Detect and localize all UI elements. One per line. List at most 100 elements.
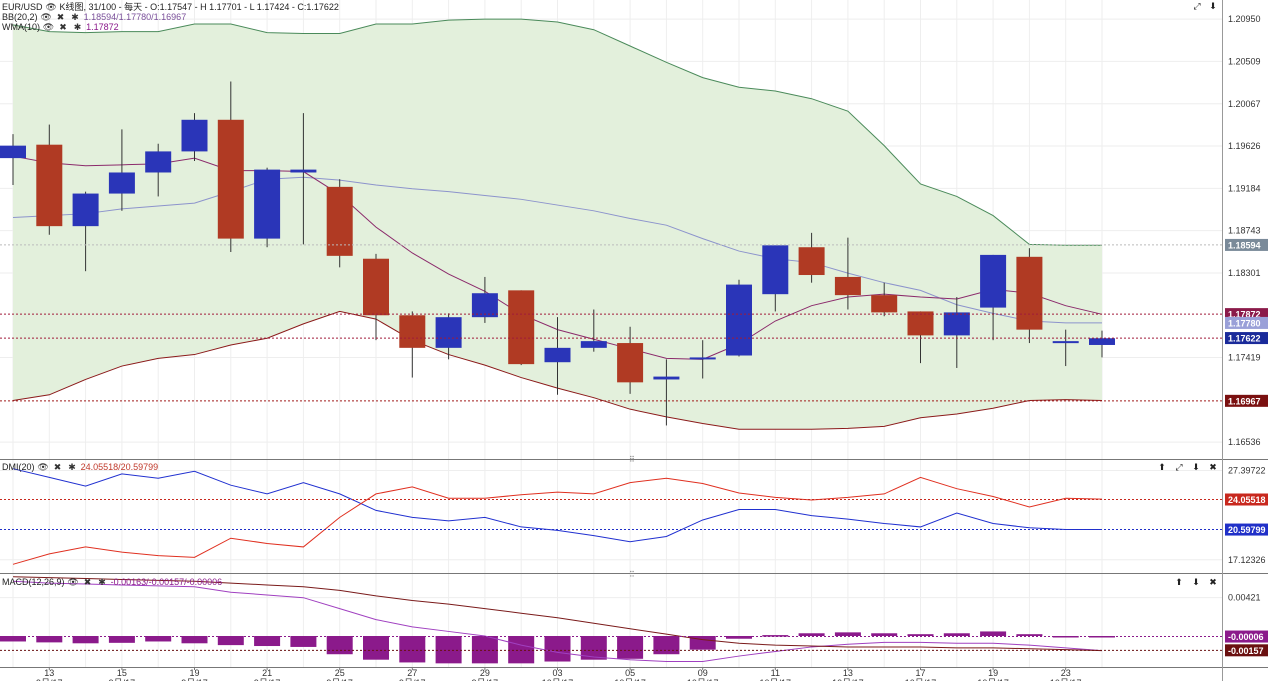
eye-icon[interactable]: 👁: [37, 462, 49, 472]
maximize-icon[interactable]: ⤢: [1175, 462, 1183, 472]
x-tick-day: 05: [625, 668, 635, 678]
macd-histogram-bar: [726, 636, 752, 639]
x-tick-day: 13: [44, 668, 54, 678]
arrow-down-icon[interactable]: ⬇: [1192, 577, 1200, 587]
macd-line: [12, 580, 1103, 663]
candle-body: [363, 258, 389, 316]
x-tick-month: 10月/17: [905, 678, 937, 681]
macd-histogram-bar: [907, 634, 934, 636]
macd-tag-bg: [1225, 630, 1268, 643]
close-icon[interactable]: ✖: [56, 12, 65, 22]
x-tick-day: 17: [915, 668, 925, 678]
price-tick-label: 1.16536: [1228, 437, 1261, 447]
bb-middle-line: [12, 176, 1102, 324]
candle-body: [290, 169, 317, 173]
x-tick-month: 9月/17: [254, 678, 281, 681]
macd-histogram-bar: [72, 636, 99, 644]
dmi-legend: DMI(20) 👁 ✖ ✱ 24.05518/20.59799: [2, 462, 158, 472]
eye-icon[interactable]: 👁: [67, 577, 79, 587]
macd-histogram-bar: [653, 636, 680, 655]
arrow-up-icon[interactable]: ⬆: [1158, 462, 1166, 472]
wma-name: WMA(10): [2, 22, 40, 32]
price-tag-bg: [1225, 316, 1268, 329]
macd-histogram-bar: [0, 636, 26, 642]
price-tag-bg: [1225, 238, 1268, 251]
candle-body: [1089, 338, 1115, 345]
candle-body: [617, 343, 644, 383]
price-tick-label: 1.17419: [1228, 353, 1261, 363]
gear-icon[interactable]: ✱: [73, 22, 82, 32]
candle-body: [508, 290, 535, 365]
maximize-icon[interactable]: ⤢: [1193, 1, 1201, 11]
arrow-down-icon[interactable]: ⬇: [1192, 462, 1200, 472]
candle-body: [471, 293, 498, 318]
x-tick-month: 10月/17: [832, 678, 864, 681]
gear-icon[interactable]: ✱: [98, 577, 106, 587]
macd-tag-bg: [1225, 644, 1268, 657]
candle-body: [254, 169, 281, 239]
x-tick-day: 19: [189, 668, 199, 678]
eye-icon[interactable]: 👁: [45, 2, 57, 12]
candle-body: [181, 119, 208, 152]
macd-tag: -0.00006: [1228, 632, 1264, 642]
close-pane-icon[interactable]: ✖: [1209, 462, 1217, 472]
gear-icon[interactable]: ✱: [68, 462, 76, 472]
dmi-series-line: [12, 476, 1103, 565]
candle-body: [145, 151, 172, 173]
price-tag-bg: [1225, 394, 1268, 407]
dmi-tick-label: 17.12326: [1228, 555, 1266, 565]
arrow-up-icon[interactable]: ⬆: [1175, 577, 1183, 587]
wma-value: 1.17872: [86, 22, 119, 32]
x-tick-day: 03: [552, 668, 562, 678]
macd-histogram-bar: [871, 633, 898, 636]
arrow-down-icon[interactable]: ⬇: [1209, 1, 1217, 11]
dmi-values: 24.05518/20.59799: [80, 462, 159, 472]
x-tick-month: 10月/17: [614, 678, 646, 681]
gear-icon[interactable]: ✱: [71, 12, 79, 22]
x-tick-day: 23: [1061, 668, 1071, 678]
price-tag-bg: [1225, 332, 1268, 345]
macd-histogram-bar: [689, 636, 716, 650]
close-icon[interactable]: ✖: [83, 577, 92, 587]
candle-body: [72, 193, 99, 227]
eye-icon[interactable]: 👁: [40, 12, 52, 22]
x-tick-day: 29: [480, 668, 490, 678]
x-tick-month: 10月/17: [687, 678, 719, 681]
dmi-name: DMI(20): [2, 462, 35, 472]
x-tick-month: 10月/17: [760, 678, 792, 681]
x-tick-month: 10月/17: [542, 678, 574, 681]
candle-body: [435, 317, 462, 348]
macd-histogram-bar: [508, 636, 535, 664]
candle-body: [762, 245, 789, 295]
macd-histogram-bar: [943, 633, 970, 636]
price-tick-label: 1.20509: [1228, 56, 1261, 66]
eye-icon[interactable]: 👁: [42, 22, 55, 32]
x-tick-month: 9月/17: [472, 678, 499, 681]
bb-values: 1.18594/1.17780/1.16967: [83, 12, 187, 22]
macd-histogram-bar: [36, 636, 63, 643]
macd-histogram-bar: [326, 636, 353, 655]
bb-name: BB(20,2): [2, 12, 38, 22]
price-tick-label: 1.18301: [1228, 268, 1261, 278]
close-icon[interactable]: ✖: [59, 22, 67, 32]
pane-resize-handle[interactable]: ⠿: [629, 455, 635, 464]
price-tag: 1.16967: [1228, 396, 1261, 406]
candle-body: [0, 145, 26, 159]
x-tick-month: 9月/17: [181, 678, 208, 681]
macd-tick-label: 0.00421: [1228, 593, 1261, 603]
macd-histogram-bar: [290, 636, 317, 647]
close-icon[interactable]: ✖: [53, 462, 62, 472]
macd-histogram-bar: [762, 635, 789, 637]
pane-resize-handle[interactable]: ⠿: [629, 570, 635, 579]
price-tick-label: 1.19184: [1228, 183, 1261, 193]
close-pane-icon[interactable]: ✖: [1209, 577, 1217, 587]
x-tick-day: 21: [262, 668, 272, 678]
x-tick-day: 25: [335, 668, 345, 678]
x-tick-day: 13: [843, 668, 853, 678]
price-tick-label: 1.18743: [1228, 226, 1261, 236]
main-legend: EUR/USD 👁 K线图, 31/100 - 每天 - O:1.17547 -…: [2, 2, 339, 12]
macd-name: MACD(12,26,9): [2, 577, 65, 587]
candle-body: [108, 172, 135, 194]
x-tick-month: 9月/17: [109, 678, 136, 681]
